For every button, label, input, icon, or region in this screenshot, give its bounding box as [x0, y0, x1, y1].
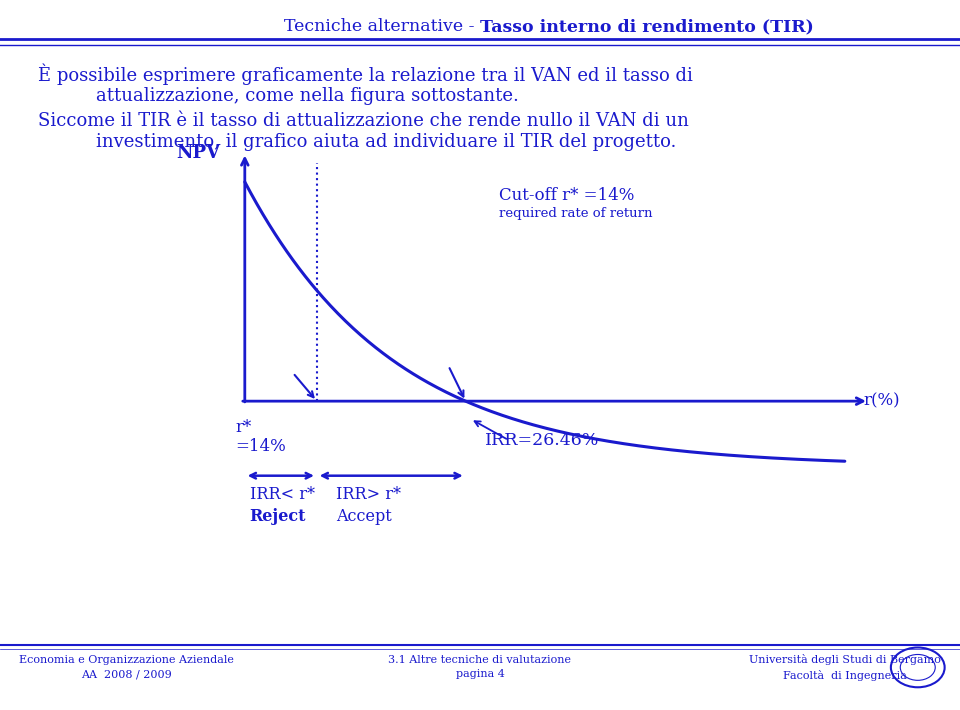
Text: IRR< r*: IRR< r*: [250, 486, 315, 503]
Text: Economia e Organizzazione Aziendale
AA  2008 / 2009: Economia e Organizzazione Aziendale AA 2…: [19, 655, 234, 679]
Text: IRR=26.46%: IRR=26.46%: [485, 432, 599, 449]
Text: Università degli Studi di Bergamo
Facoltà  di Ingegneria: Università degli Studi di Bergamo Facolt…: [749, 654, 941, 681]
Text: Accept: Accept: [336, 508, 392, 525]
Text: Siccome il TIR è il tasso di attualizzazione che rende nullo il VAN di un: Siccome il TIR è il tasso di attualizzaz…: [38, 111, 689, 130]
Text: Reject: Reject: [250, 508, 306, 525]
Text: attualizzazione, come nella figura sottostante.: attualizzazione, come nella figura sotto…: [96, 87, 518, 105]
Text: 3.1 Altre tecniche di valutazione
pagina 4: 3.1 Altre tecniche di valutazione pagina…: [389, 655, 571, 679]
Text: =14%: =14%: [235, 438, 286, 455]
Text: r(%): r(%): [863, 393, 900, 410]
Text: Tecniche alternative -: Tecniche alternative -: [284, 18, 480, 36]
Text: Tasso interno di rendimento (TIR): Tasso interno di rendimento (TIR): [480, 18, 814, 36]
Text: r*: r*: [235, 419, 252, 436]
Text: investimento, il grafico aiuta ad individuare il TIR del progetto.: investimento, il grafico aiuta ad indivi…: [96, 133, 677, 151]
Text: IRR> r*: IRR> r*: [336, 486, 401, 503]
Text: NPV: NPV: [177, 143, 221, 162]
Text: Cut-off r* =14%: Cut-off r* =14%: [499, 187, 635, 204]
Text: È possibile esprimere graficamente la relazione tra il VAN ed il tasso di: È possibile esprimere graficamente la re…: [38, 64, 693, 85]
Text: required rate of return: required rate of return: [499, 207, 653, 219]
